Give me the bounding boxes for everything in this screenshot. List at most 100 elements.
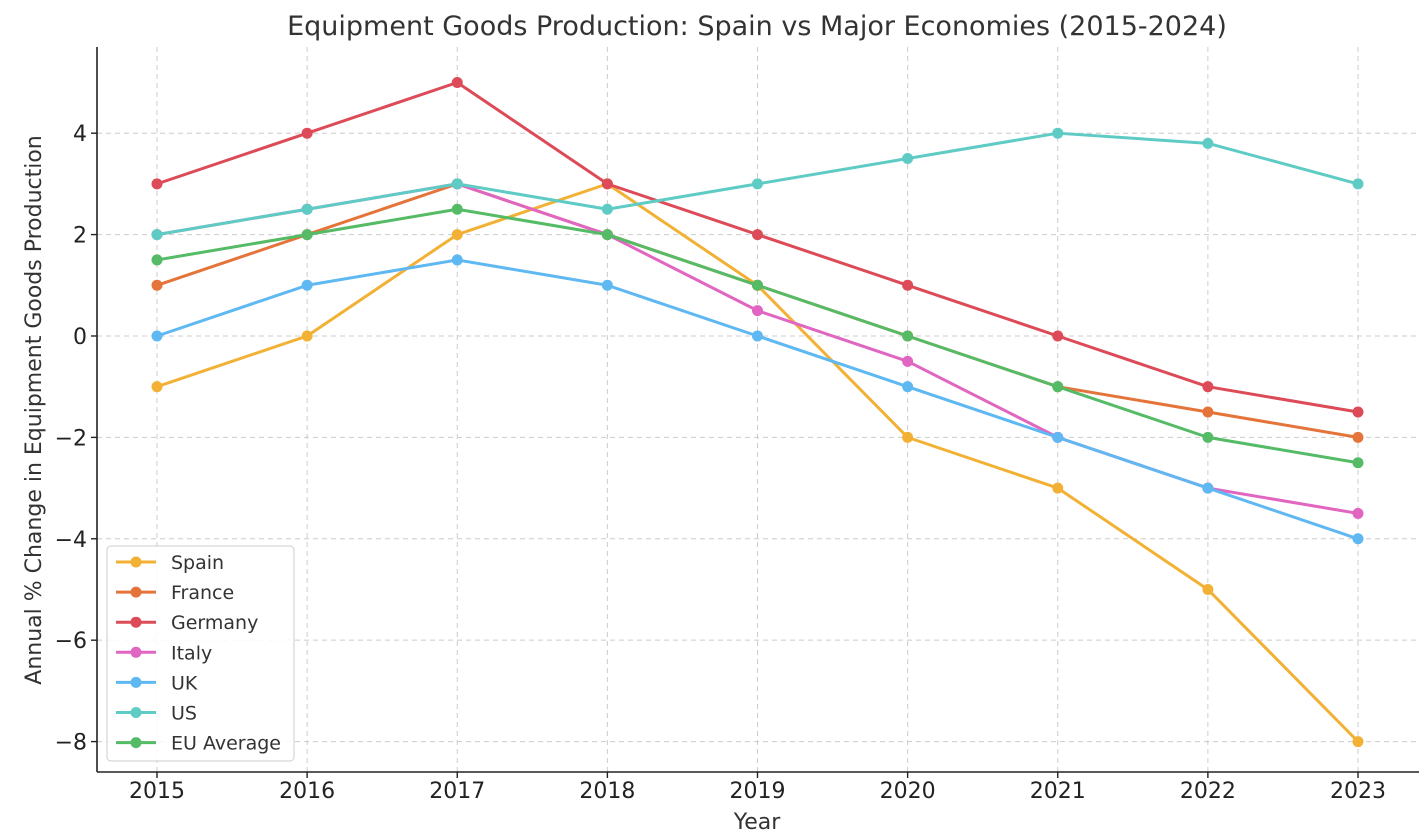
x-tick-label: 2019 — [730, 779, 786, 804]
x-tick-label: 2015 — [129, 779, 185, 804]
data-point-us — [151, 229, 163, 241]
series-germany — [151, 76, 1364, 418]
x-tick-label: 2016 — [279, 779, 335, 804]
data-point-italy — [1352, 507, 1364, 519]
data-point-uk — [902, 381, 914, 393]
x-tick-label: 2021 — [1030, 779, 1086, 804]
x-tick-labels: 2015 2016 2017 2018 2019 2020 2021 2022 2023 — [129, 772, 1386, 804]
x-tick-label: 2020 — [880, 779, 936, 804]
legend-swatch-marker — [130, 616, 142, 628]
data-point-germany — [1202, 381, 1214, 393]
legend-item-france: France — [116, 582, 234, 604]
data-point-france — [151, 279, 163, 291]
legend: Spain France Germany Italy UK US EU Average — [106, 545, 295, 762]
legend-box — [106, 545, 295, 762]
data-point-germany — [301, 127, 313, 139]
y-tick-labels: 4 2 0 −2 −4 −6 −8 — [55, 122, 97, 756]
series-eu-average — [151, 203, 1364, 469]
data-point-uk — [1052, 431, 1064, 443]
data-point-italy — [752, 305, 763, 317]
data-point-uk — [601, 279, 613, 291]
y-tick-label: 2 — [73, 224, 87, 249]
data-point-spain — [1202, 583, 1214, 595]
x-tick-label: 2023 — [1330, 779, 1386, 804]
data-point-germany — [151, 178, 163, 190]
x-axis-label: Year — [733, 810, 782, 835]
legend-label: Spain — [171, 552, 224, 574]
data-point-uk — [151, 330, 163, 342]
data-point-eu-average — [151, 254, 163, 266]
legend-item-spain: Spain — [116, 552, 224, 574]
data-point-uk — [752, 330, 763, 342]
y-tick-label: 0 — [73, 325, 87, 350]
legend-item-uk: UK — [116, 672, 198, 694]
y-tick-label: −8 — [55, 731, 87, 756]
data-point-us — [451, 178, 463, 190]
legend-swatch-marker — [130, 737, 142, 749]
data-point-germany — [601, 178, 613, 190]
series-group — [151, 76, 1364, 748]
x-tick-label: 2017 — [429, 779, 485, 804]
legend-item-germany: Germany — [116, 612, 258, 634]
y-tick-label: −2 — [55, 426, 87, 451]
legend-swatch-marker — [130, 586, 142, 598]
data-point-us — [1052, 127, 1064, 139]
data-point-uk — [451, 254, 463, 266]
data-point-uk — [301, 279, 313, 291]
data-point-uk — [1352, 533, 1364, 545]
data-point-france — [1202, 406, 1214, 418]
y-tick-label: −6 — [55, 629, 87, 654]
data-point-eu-average — [1352, 457, 1364, 469]
data-point-eu-average — [601, 229, 613, 241]
data-point-germany — [902, 279, 914, 291]
data-point-spain — [1052, 482, 1064, 494]
data-point-eu-average — [1052, 381, 1064, 393]
data-point-germany — [1352, 406, 1364, 418]
data-point-eu-average — [1202, 431, 1214, 443]
data-point-germany — [451, 76, 463, 88]
y-tick-label: −4 — [55, 528, 87, 553]
legend-label: US — [171, 703, 197, 725]
legend-label: Italy — [171, 642, 212, 664]
data-point-spain — [301, 330, 313, 342]
data-point-eu-average — [752, 279, 763, 291]
data-point-us — [1202, 137, 1214, 149]
y-tick-label: 4 — [73, 122, 87, 147]
legend-swatch-marker — [130, 646, 142, 658]
data-point-us — [752, 178, 763, 190]
data-point-us — [301, 203, 313, 215]
data-point-uk — [1202, 482, 1214, 494]
legend-label: UK — [171, 672, 198, 694]
data-point-us — [601, 203, 613, 215]
legend-label: France — [171, 582, 234, 604]
legend-item-italy: Italy — [116, 642, 212, 664]
legend-item-us: US — [116, 703, 197, 725]
series-us — [151, 127, 1364, 241]
data-point-spain — [902, 431, 914, 443]
data-point-france — [1352, 431, 1364, 443]
grid — [97, 47, 1419, 772]
x-tick-label: 2018 — [579, 779, 635, 804]
data-point-germany — [1052, 330, 1064, 342]
data-point-spain — [451, 229, 463, 241]
data-point-spain — [151, 381, 163, 393]
data-point-italy — [902, 355, 914, 367]
data-point-eu-average — [301, 229, 313, 241]
legend-item-eu-average: EU Average — [116, 733, 281, 755]
chart-title: Equipment Goods Production: Spain vs Maj… — [287, 11, 1227, 42]
legend-swatch-marker — [130, 707, 142, 718]
series-uk — [151, 254, 1364, 545]
y-axis-label: Annual % Change in Equipment Goods Produ… — [22, 135, 47, 684]
data-point-us — [1352, 178, 1364, 190]
legend-label: Germany — [171, 612, 258, 634]
legend-swatch-marker — [130, 556, 142, 568]
data-point-spain — [1352, 736, 1364, 748]
legend-swatch-marker — [130, 676, 142, 688]
data-point-eu-average — [902, 330, 914, 342]
data-point-germany — [752, 229, 763, 241]
data-point-eu-average — [451, 203, 463, 215]
x-tick-label: 2022 — [1180, 779, 1236, 804]
legend-label: EU Average — [171, 733, 281, 755]
data-point-us — [902, 153, 914, 165]
